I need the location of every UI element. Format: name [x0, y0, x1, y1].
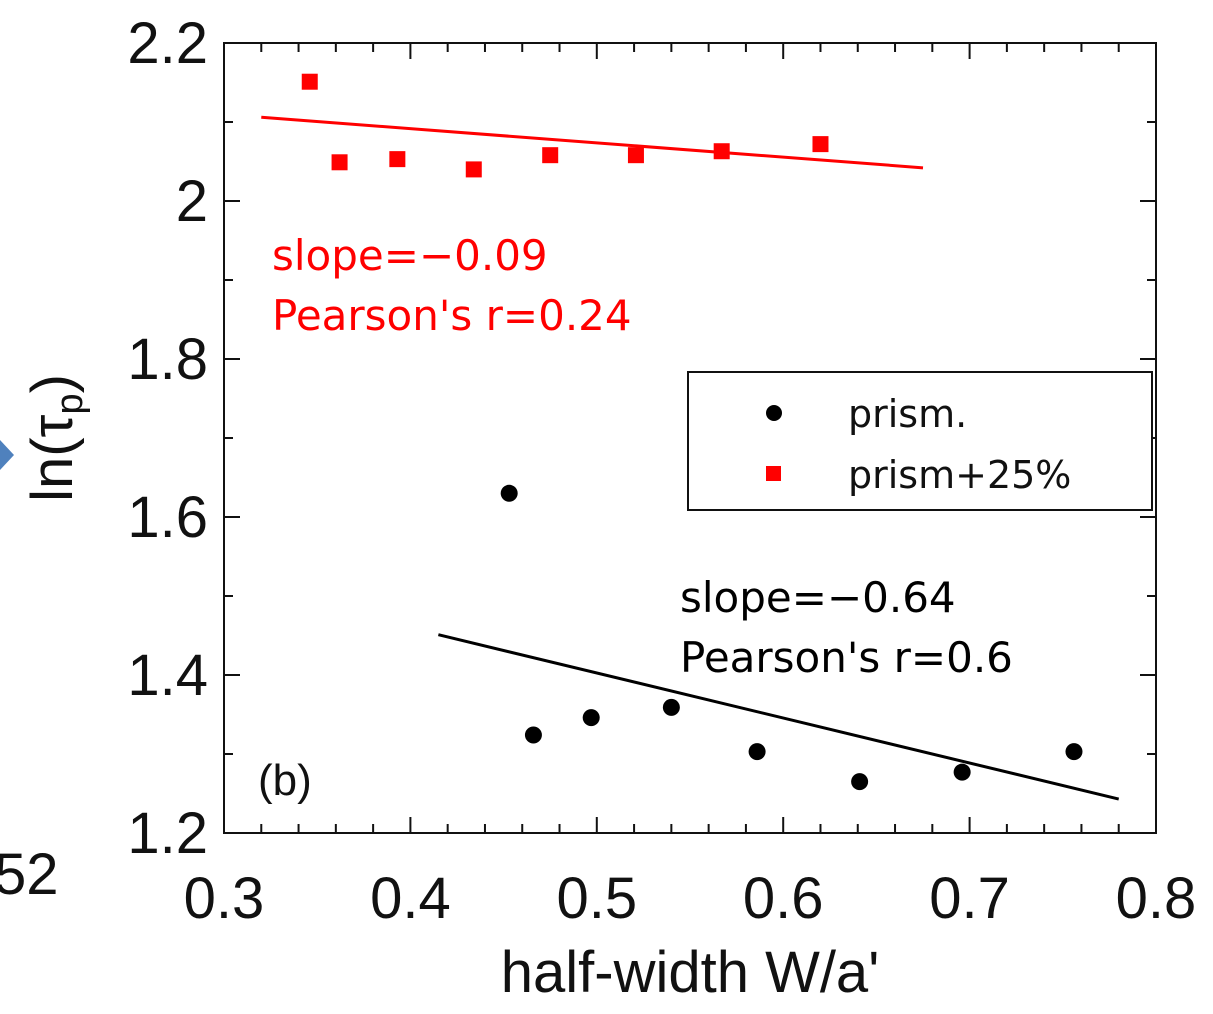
fit-lines [261, 115, 1120, 801]
x-tick-label: 0.3 [184, 866, 265, 931]
prism-25-point [627, 147, 644, 164]
prism-point [582, 709, 600, 727]
x-tick-label: 0.5 [556, 866, 637, 931]
y-tick-label: 1.2 [127, 801, 208, 866]
plot-frame [223, 42, 1157, 834]
prism-25-point [301, 73, 318, 90]
x-axis-title: half-width W/a' [501, 940, 880, 1005]
clipped-left-text: 52 [0, 842, 59, 907]
y-axis-title-close: ) [20, 374, 85, 393]
prism-fit-line [438, 633, 1120, 801]
prism-point [953, 763, 971, 781]
x-tick-label: 0.6 [743, 866, 824, 931]
red-slope-annotation: slope=−0.09 [272, 231, 548, 280]
prism-point [500, 484, 518, 502]
y-tick-label: 2.2 [127, 11, 208, 76]
legend-marker-prism-25 [766, 466, 781, 481]
prism-25-fit-line [261, 115, 924, 170]
y-tick-label: 1.4 [127, 643, 208, 708]
legend-marker-prism [766, 405, 782, 421]
arrow-icon [0, 440, 14, 470]
tick-labels: 0.3 0.4 0.5 0.6 0.7 0.8 1.2 1.4 1.6 1.8 2 2.2 [127, 11, 1196, 931]
y-tick-label: 1.8 [127, 327, 208, 392]
red-pearson-annotation: Pearson's r=0.24 [272, 291, 632, 340]
y-axis-title-sub: p [49, 393, 91, 414]
prism-25-point [812, 136, 829, 153]
x-tick-label: 0.4 [370, 866, 451, 931]
legend-label-prism-25: prism+25% [848, 453, 1071, 497]
y-tick-label: 1.6 [127, 485, 208, 550]
black-pearson-annotation: Pearson's r=0.6 [680, 633, 1013, 682]
prism-point [1065, 743, 1083, 761]
prism-25-point [389, 151, 406, 168]
legend-box [687, 371, 1153, 511]
y-tick-label: 2 [176, 169, 208, 234]
prism-25-point [713, 143, 730, 160]
prism-point [851, 773, 869, 791]
prism-25-point [542, 147, 559, 164]
prism-point [662, 698, 680, 716]
panel-label: (b) [258, 756, 312, 805]
x-tick-label: 0.7 [929, 866, 1010, 931]
x-tick-label: 0.8 [1116, 866, 1197, 931]
data-points [301, 73, 1083, 791]
y-axis-title: ln(τp) [20, 374, 91, 502]
prism-point [524, 726, 542, 744]
prism-25-point [331, 154, 348, 171]
legend: prism. prism+25% [687, 371, 1153, 511]
legend-label-prism: prism. [848, 392, 967, 436]
prism-point [748, 743, 766, 761]
black-slope-annotation: slope=−0.64 [680, 573, 956, 622]
prism-25-point [465, 161, 482, 178]
y-axis-title-main: ln(τ [20, 414, 85, 501]
